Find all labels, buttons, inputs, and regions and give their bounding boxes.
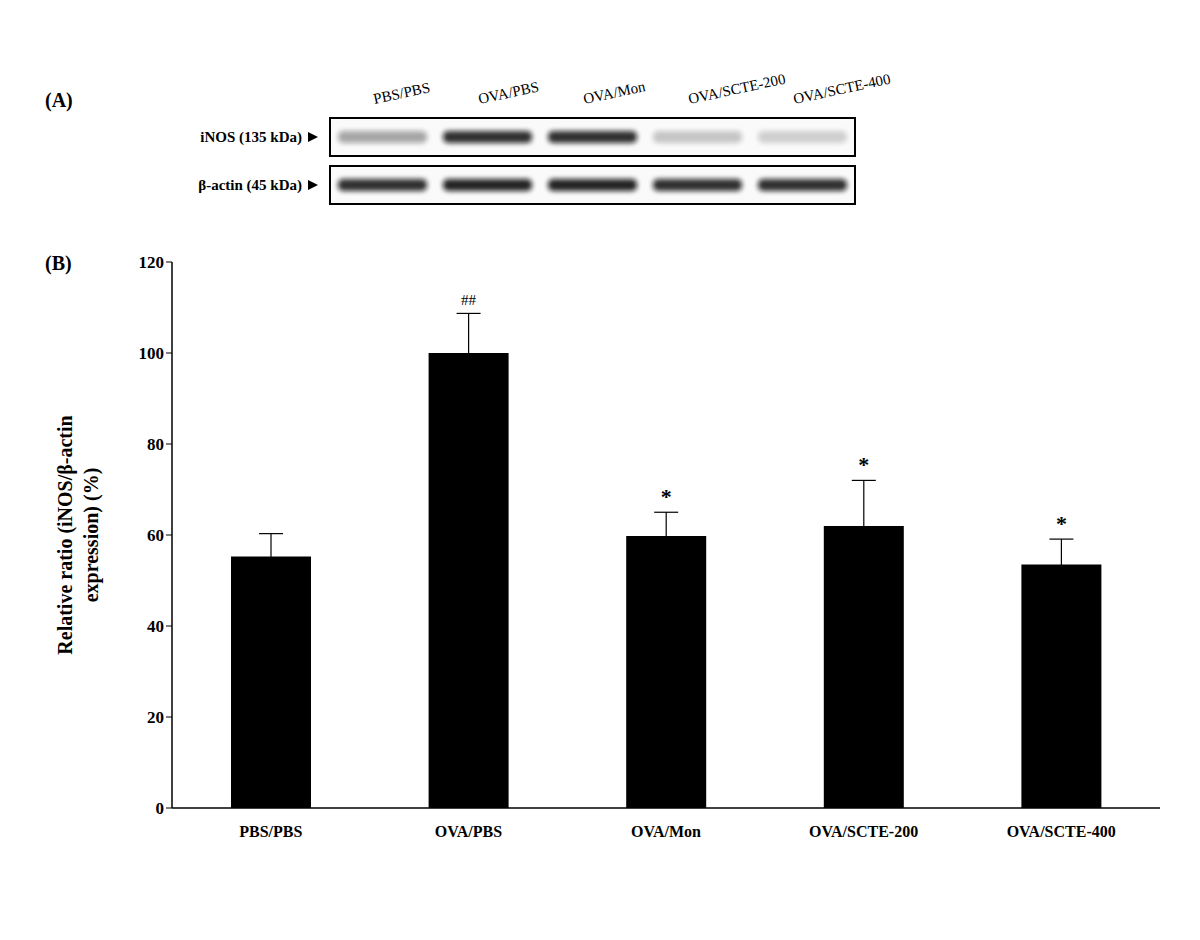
svg-text:OVA/SCTE-400: OVA/SCTE-400: [1007, 823, 1116, 840]
svg-text:PBS/PBS: PBS/PBS: [239, 823, 302, 840]
svg-text:20: 20: [147, 708, 164, 727]
svg-text:100: 100: [139, 344, 165, 363]
svg-text:120: 120: [139, 253, 165, 272]
svg-text:(A): (A): [45, 89, 73, 112]
svg-text:OVA/Mon: OVA/Mon: [582, 78, 648, 107]
svg-text:OVA/PBS: OVA/PBS: [477, 79, 540, 107]
svg-text:OVA/Mon: OVA/Mon: [631, 823, 701, 840]
svg-text:OVA/SCTE-400: OVA/SCTE-400: [792, 71, 892, 107]
svg-text:OVA/SCTE-200: OVA/SCTE-200: [809, 823, 918, 840]
svg-text:60: 60: [147, 526, 164, 545]
svg-text:0: 0: [156, 799, 165, 818]
svg-text:80: 80: [147, 435, 164, 454]
svg-text:OVA/SCTE-200: OVA/SCTE-200: [687, 71, 787, 107]
svg-text:PBS/PBS: PBS/PBS: [372, 79, 432, 107]
svg-text:(B): (B): [45, 252, 72, 275]
svg-text:OVA/PBS: OVA/PBS: [435, 823, 502, 840]
svg-text:β-actin (45 kDa): β-actin (45 kDa): [198, 177, 302, 194]
svg-text:##: ##: [461, 292, 477, 308]
svg-text:*: *: [1056, 511, 1067, 536]
svg-text:*: *: [858, 452, 869, 477]
svg-text:*: *: [661, 484, 672, 509]
svg-text:Relative ratio (iNOS/β-actinex: Relative ratio (iNOS/β-actinexpression) …: [54, 415, 103, 654]
svg-text:iNOS (135 kDa): iNOS (135 kDa): [200, 129, 302, 146]
svg-text:40: 40: [147, 617, 164, 636]
